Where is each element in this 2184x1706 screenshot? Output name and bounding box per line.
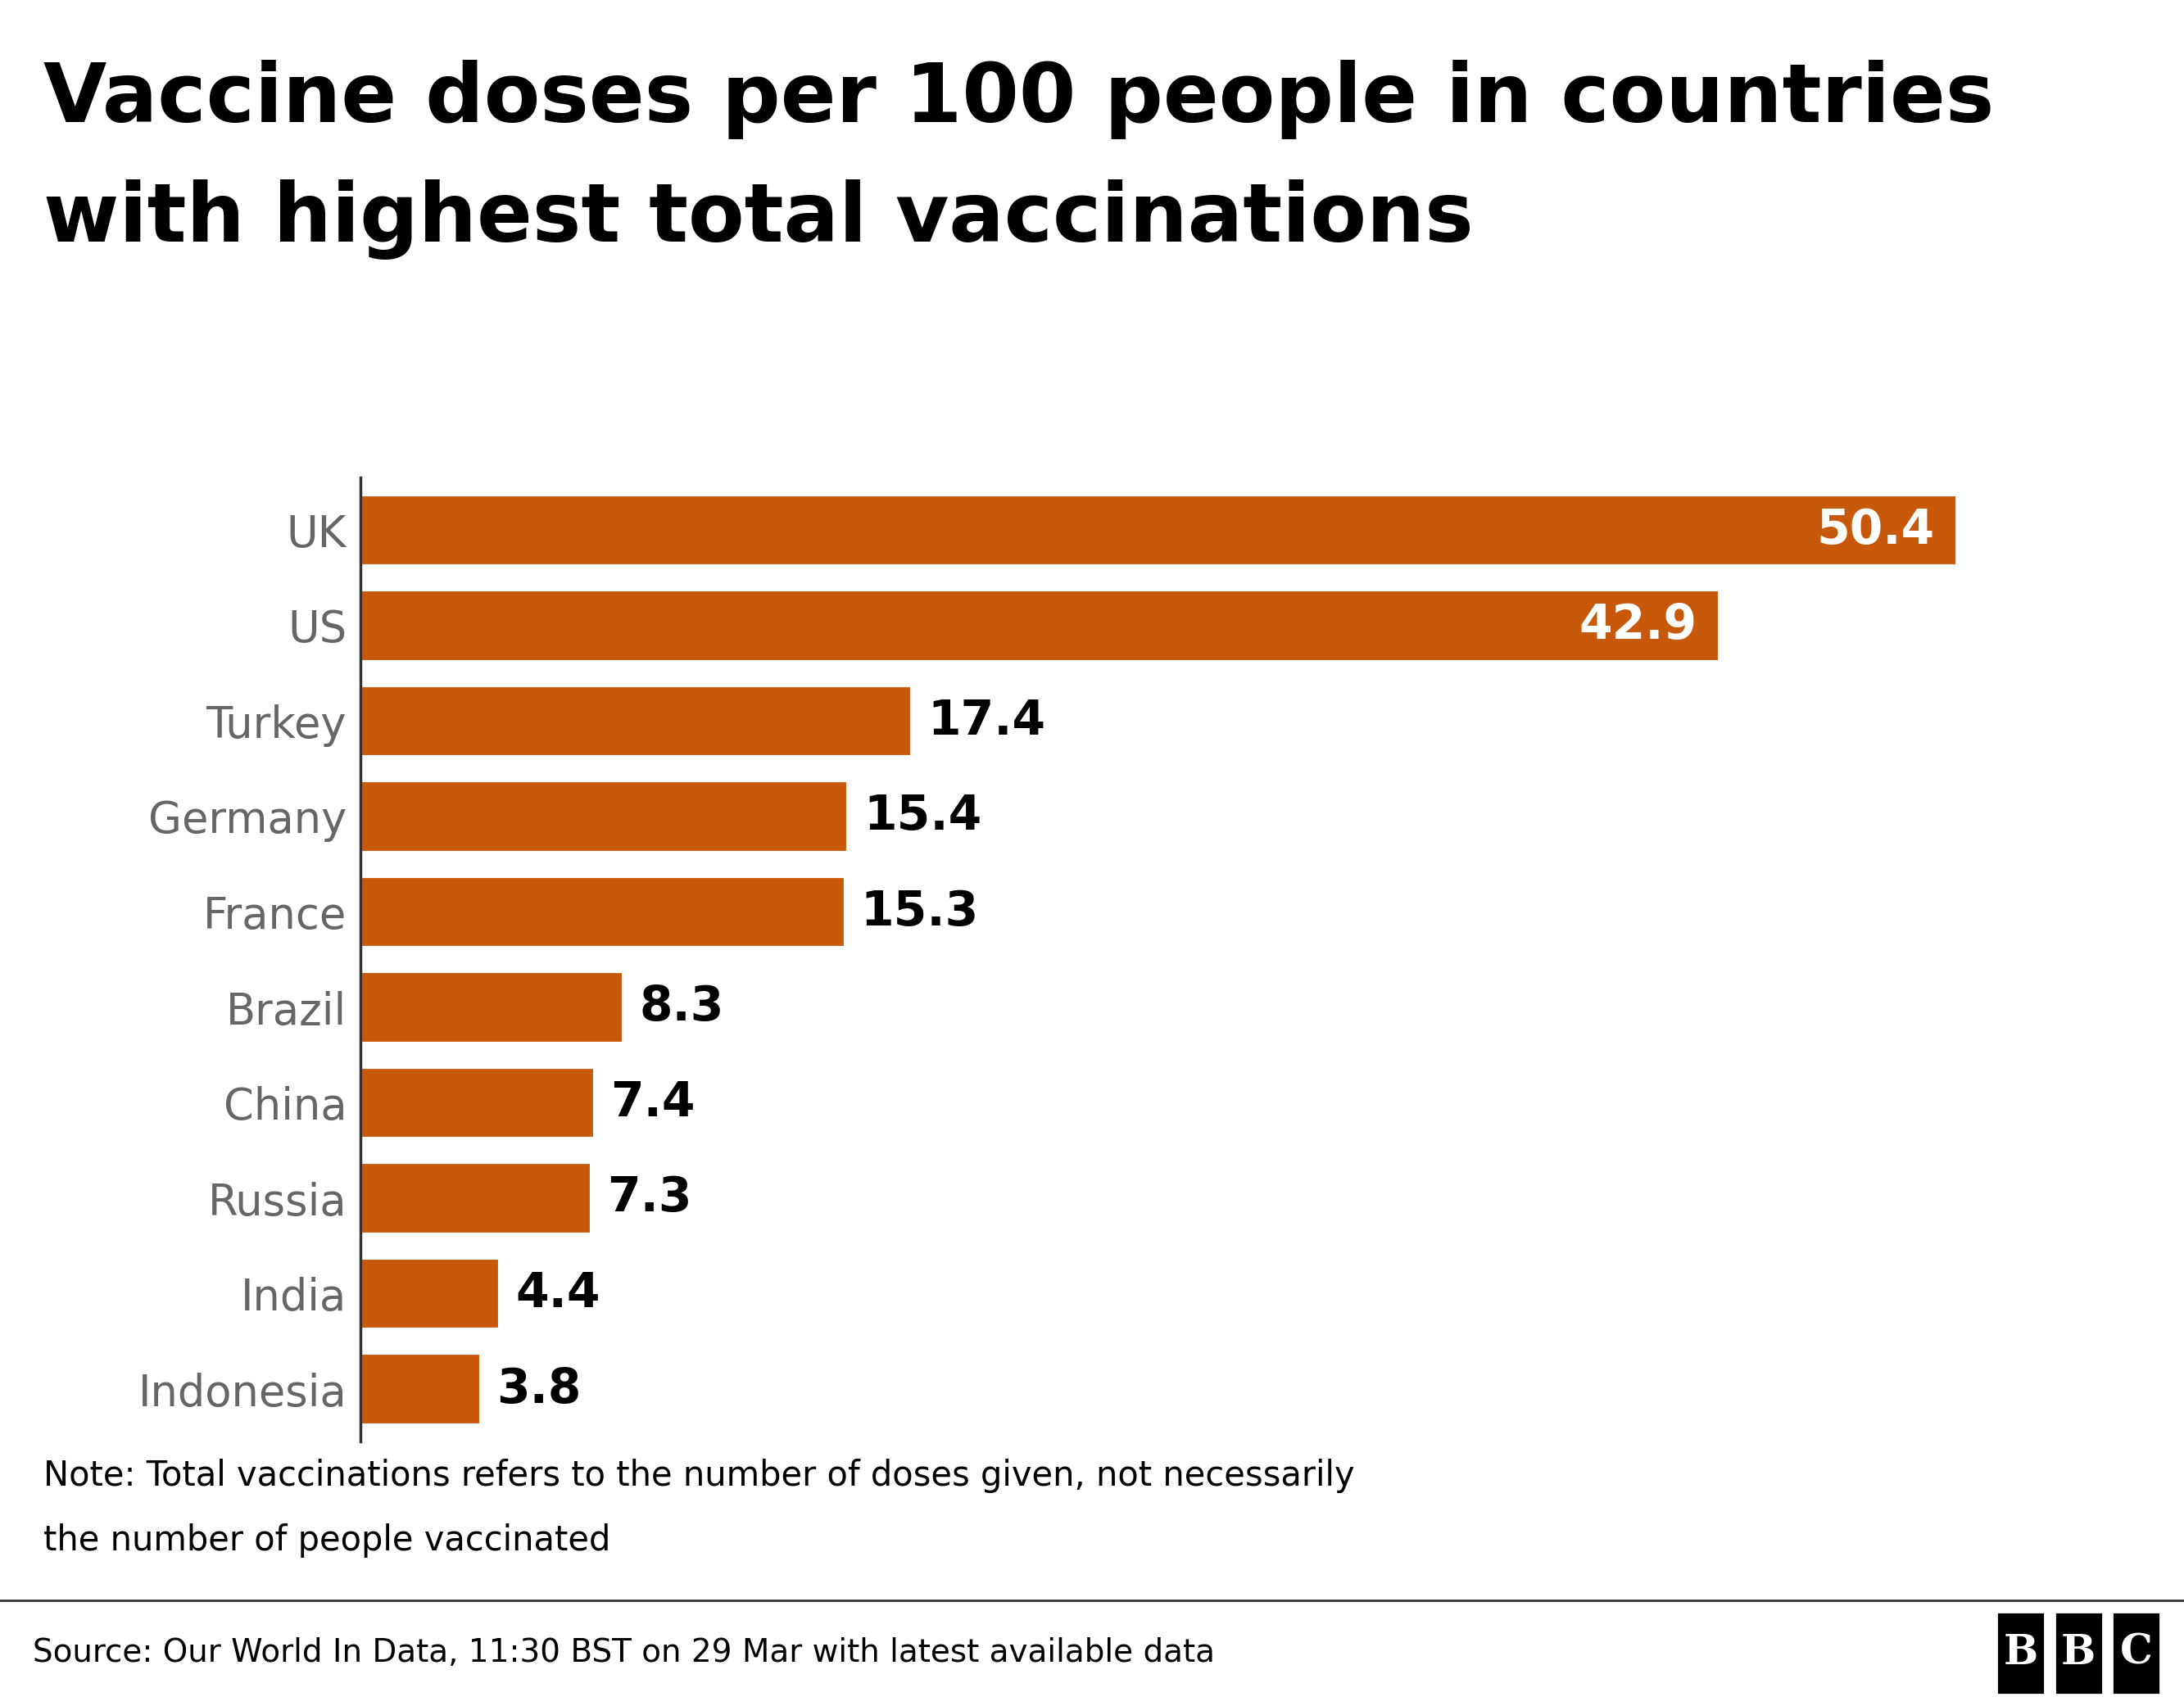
Bar	[360, 495, 1957, 566]
Text: 4.4: 4.4	[515, 1271, 601, 1317]
FancyBboxPatch shape	[1996, 1612, 2044, 1694]
Text: 7.3: 7.3	[607, 1175, 692, 1221]
Bar	[360, 686, 911, 757]
Text: 17.4: 17.4	[928, 698, 1046, 744]
Bar	[360, 781, 847, 853]
Text: 8.3: 8.3	[640, 984, 723, 1030]
Text: 7.4: 7.4	[612, 1080, 695, 1126]
Bar	[360, 1066, 594, 1138]
Bar	[360, 590, 1719, 662]
Text: 50.4: 50.4	[1817, 507, 1935, 553]
Text: 42.9: 42.9	[1579, 602, 1697, 648]
Bar	[360, 877, 845, 949]
Text: 15.3: 15.3	[860, 889, 978, 935]
FancyBboxPatch shape	[2055, 1612, 2103, 1694]
Bar	[360, 1162, 592, 1233]
Text: B: B	[2003, 1633, 2038, 1674]
FancyBboxPatch shape	[2112, 1612, 2160, 1694]
Text: C: C	[2121, 1633, 2151, 1674]
Text: Note: Total vaccinations refers to the number of doses given, not necessarily: Note: Total vaccinations refers to the n…	[44, 1459, 1354, 1493]
Bar	[360, 1257, 500, 1329]
Text: with highest total vaccinations: with highest total vaccinations	[44, 179, 1474, 259]
Text: Vaccine doses per 100 people in countries: Vaccine doses per 100 people in countrie…	[44, 60, 1994, 140]
Bar	[360, 971, 622, 1042]
Bar	[360, 1353, 480, 1425]
Text: 3.8: 3.8	[496, 1367, 581, 1413]
Text: the number of people vaccinated: the number of people vaccinated	[44, 1523, 612, 1558]
Text: 15.4: 15.4	[865, 793, 983, 839]
Text: Source: Our World In Data, 11:30 BST on 29 Mar with latest available data: Source: Our World In Data, 11:30 BST on …	[33, 1638, 1214, 1668]
Text: B: B	[2062, 1633, 2097, 1674]
